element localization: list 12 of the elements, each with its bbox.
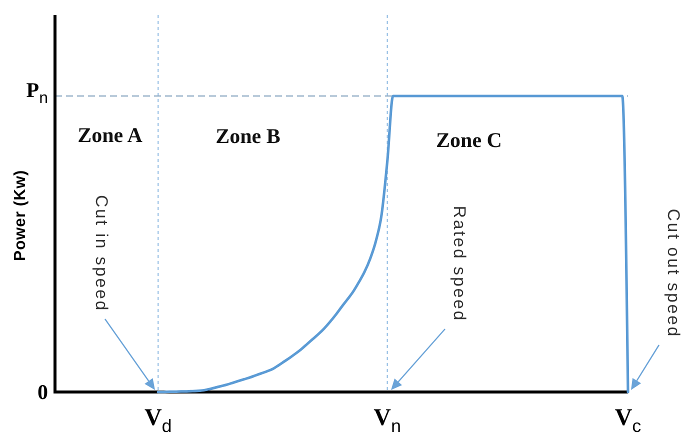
x-tick-label: V$_{c}$ [614,405,642,436]
annotation: Zone A [78,122,144,147]
annotation: Zone C [436,128,502,152]
text: 0 [38,380,48,404]
annotation: Cut in speed [92,194,111,312]
annotation: Rated speed [450,206,469,322]
ref-line-label: P$_{n}$ [26,78,48,108]
text: Cut out speed [664,208,683,338]
x-tick-label: V$_{d}$ [144,405,172,436]
annotation: Zone B [216,124,280,148]
x-tick-label: V$_{n}$ [374,405,402,436]
y-axis-title: Power (Kw) [12,170,30,262]
